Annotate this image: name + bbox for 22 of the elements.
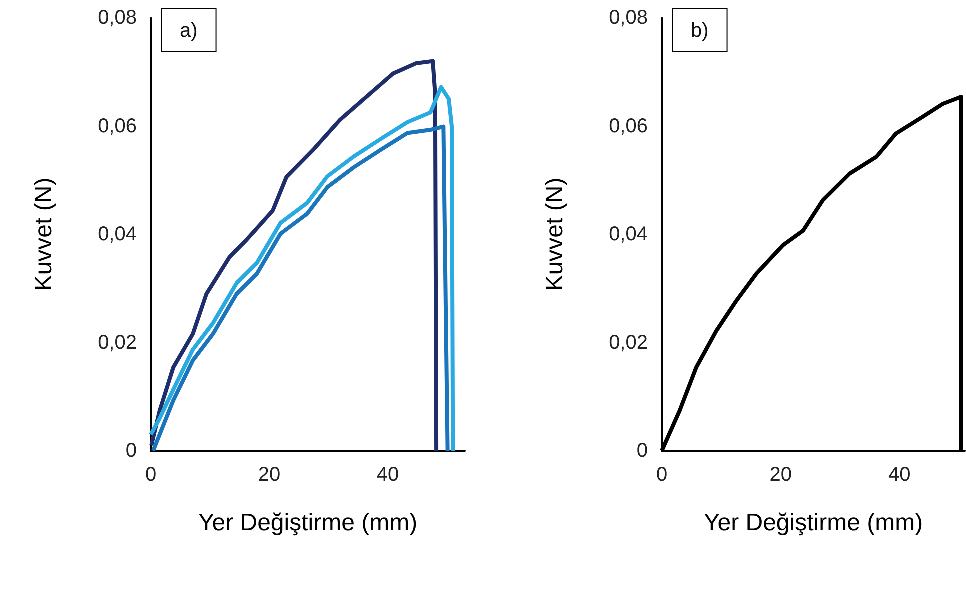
x-tick-label: 40 (376, 464, 400, 486)
x-tick-label: 0 (656, 464, 668, 486)
y-tick-label: 0,08 (98, 7, 137, 29)
y-tick-label: 0,02 (98, 332, 137, 354)
x-axis-title: Yer Değiştirme (mm) (198, 510, 418, 536)
y-axis-title: Kuvvet (N) (542, 178, 568, 292)
y-tick-label: 0,02 (609, 332, 648, 354)
x-axis-title: Yer Değiştirme (mm) (704, 510, 924, 536)
annotation: a) (180, 20, 198, 42)
y-tick-label: 0,04 (98, 224, 137, 246)
y-tick-label: 0,06 (609, 115, 648, 138)
x-tick-label: 0 (145, 464, 157, 486)
x-tick-label: 20 (770, 464, 792, 486)
y-tick-label: 0,04 (609, 224, 648, 246)
x-tick-label: 40 (888, 464, 911, 486)
annotation: b) (691, 20, 709, 42)
y-tick-label: 0 (126, 440, 137, 462)
y-tick-label: 0 (636, 440, 648, 462)
y-tick-label: 0,08 (609, 7, 648, 29)
x-tick-label: 20 (258, 464, 281, 486)
y-axis-title: Kuvvet (N) (30, 178, 58, 292)
y-tick-label: 0,06 (98, 115, 137, 138)
